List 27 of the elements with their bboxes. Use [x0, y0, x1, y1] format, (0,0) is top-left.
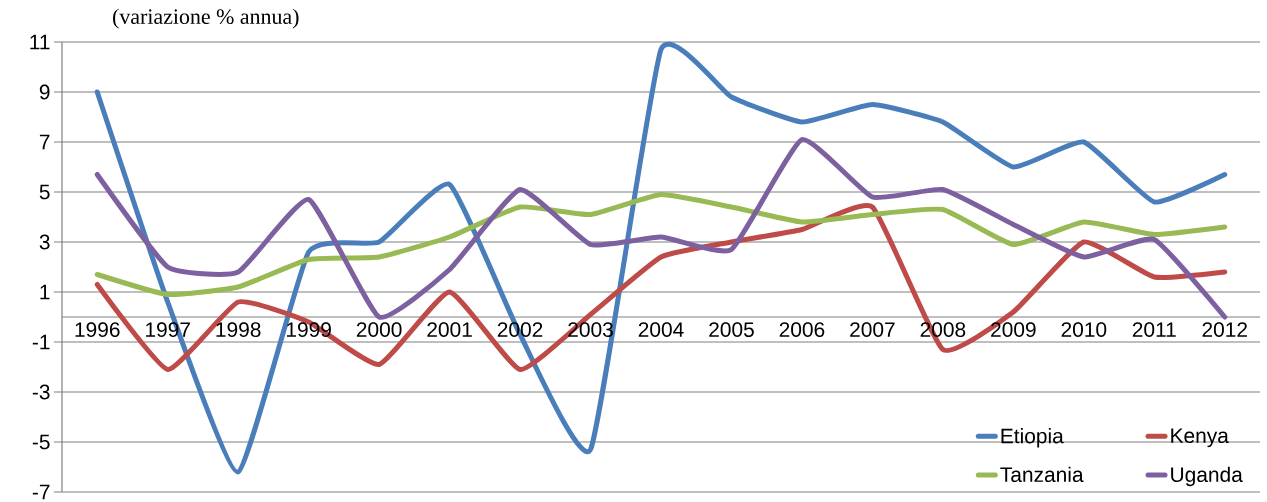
legend-label: Kenya	[1171, 428, 1229, 448]
legend-label: Etiopia	[1001, 428, 1064, 448]
y-tick-label: 3	[39, 234, 50, 250]
x-tick-label: 1998	[216, 322, 261, 338]
y-tick-label: -3	[32, 384, 50, 400]
legend-label: Tanzania	[1000, 466, 1084, 483]
y-tick-label: 5	[39, 184, 50, 200]
y-tick-label: -1	[32, 334, 50, 350]
x-tick-label: 2004	[638, 322, 684, 338]
y-tick-label: 7	[39, 134, 50, 150]
x-tick-label: 2009	[991, 322, 1036, 338]
x-tick-label: 2010	[1061, 322, 1107, 338]
y-tick-label: -7	[32, 484, 50, 500]
x-tick-label: 2000	[356, 322, 402, 338]
y-tick-label: 1	[40, 284, 50, 300]
x-tick-label: 2012	[1202, 322, 1247, 338]
x-tick-label: 2001	[427, 322, 472, 338]
x-tick-label: 2005	[709, 322, 754, 338]
x-tick-label: 2007	[850, 322, 895, 338]
x-tick-label: 2011	[1132, 322, 1176, 338]
y-tick-label: 11	[30, 34, 50, 50]
y-tick-label: 9	[39, 84, 50, 100]
x-tick-label: 1996	[75, 322, 120, 338]
legend-label: Uganda	[1171, 466, 1243, 487]
x-tick-label: 2006	[779, 322, 825, 338]
y-tick-label: -5	[32, 434, 50, 450]
chart-title: (variazione % annua)	[113, 8, 299, 29]
